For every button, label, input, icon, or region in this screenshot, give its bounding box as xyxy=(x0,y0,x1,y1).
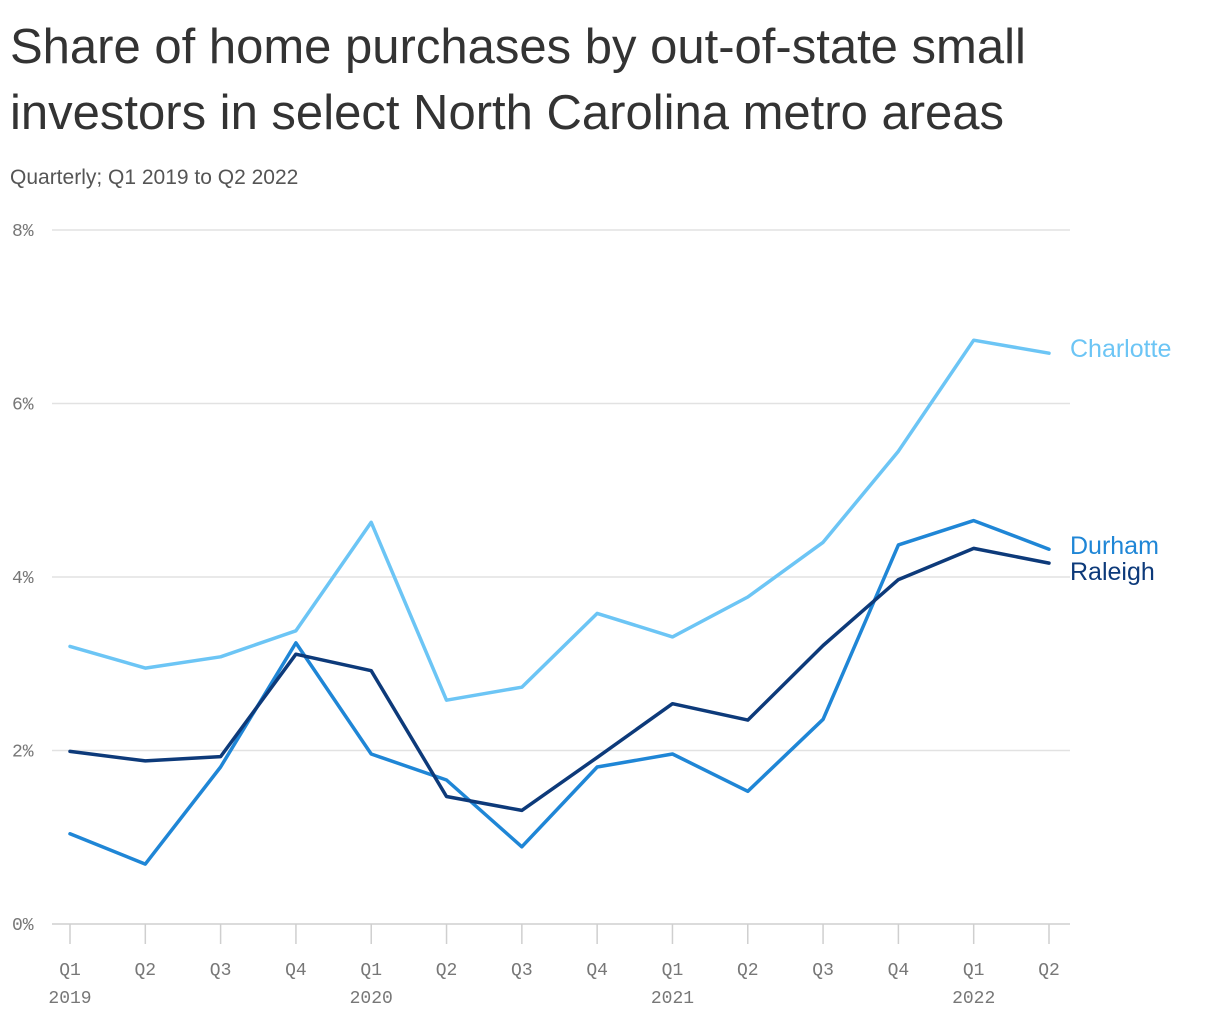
y-tick-label: 0% xyxy=(12,916,34,936)
x-tick-label: Q2 xyxy=(436,961,458,981)
series-line-raleigh xyxy=(68,546,1051,813)
x-tick-label: Q2 xyxy=(1038,961,1060,981)
y-tick-label: 4% xyxy=(12,569,34,589)
x-tick-label: Q1 xyxy=(963,961,985,981)
x-tick-label: Q4 xyxy=(888,961,910,981)
x-tick-label: Q2 xyxy=(135,961,157,981)
x-tick-label: Q4 xyxy=(285,961,307,981)
x-year-label: 2020 xyxy=(350,989,393,1009)
gridlines xyxy=(52,229,1070,925)
x-tick-label: Q3 xyxy=(511,961,533,981)
x-year-label: 2019 xyxy=(48,989,91,1009)
chart-subtitle: Quarterly; Q1 2019 to Q2 2022 xyxy=(10,166,299,189)
series-line-durham xyxy=(68,518,1051,866)
series-lines xyxy=(68,338,1051,866)
x-tick-label: Q3 xyxy=(210,961,232,981)
x-tick-label: Q2 xyxy=(737,961,759,981)
series-label-raleigh: Raleigh xyxy=(1070,558,1155,586)
x-tick-label: Q4 xyxy=(586,961,608,981)
x-year-label: 2022 xyxy=(952,989,995,1009)
x-tick-label: Q1 xyxy=(59,961,81,981)
x-axis: Q1 Q2 Q3 Q4 Q1 Q2 Q3 Q4 Q1 Q2 Q3 Q4 Q1 Q2 2019 2020 2021… xyxy=(48,924,1060,1009)
series-label-durham: Durham xyxy=(1070,532,1159,560)
y-tick-label: 2% xyxy=(12,743,34,763)
x-tick-label: Q3 xyxy=(812,961,834,981)
x-tick-label: Q1 xyxy=(662,961,684,981)
series-label-charlotte: Charlotte xyxy=(1070,335,1171,363)
chart-title: Share of home purchases by out-of-state … xyxy=(10,20,1026,140)
y-axis: 0% 2% 4% 6% 8% xyxy=(12,222,34,936)
series-line-charlotte xyxy=(68,338,1051,702)
x-year-label: 2021 xyxy=(651,989,694,1009)
y-tick-label: 8% xyxy=(12,222,34,242)
y-tick-label: 6% xyxy=(12,396,34,416)
x-tick-label: Q1 xyxy=(360,961,382,981)
